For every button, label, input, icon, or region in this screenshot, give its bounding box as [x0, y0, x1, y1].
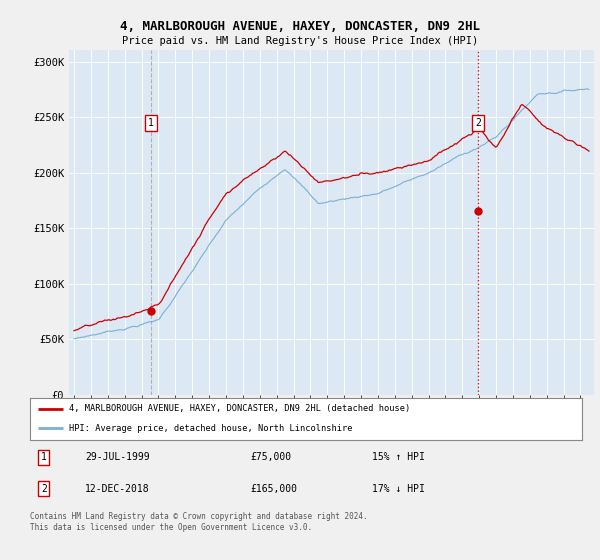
Text: 1: 1 — [41, 452, 47, 462]
Text: 17% ↓ HPI: 17% ↓ HPI — [372, 484, 425, 494]
Text: 4, MARLBOROUGH AVENUE, HAXEY, DONCASTER, DN9 2HL: 4, MARLBOROUGH AVENUE, HAXEY, DONCASTER,… — [120, 20, 480, 32]
Text: 12-DEC-2018: 12-DEC-2018 — [85, 484, 150, 494]
Text: £75,000: £75,000 — [251, 452, 292, 462]
Text: Price paid vs. HM Land Registry's House Price Index (HPI): Price paid vs. HM Land Registry's House … — [122, 36, 478, 46]
Text: 2: 2 — [41, 484, 47, 494]
Text: 4, MARLBOROUGH AVENUE, HAXEY, DONCASTER, DN9 2HL (detached house): 4, MARLBOROUGH AVENUE, HAXEY, DONCASTER,… — [68, 404, 410, 413]
Text: Contains HM Land Registry data © Crown copyright and database right 2024.
This d: Contains HM Land Registry data © Crown c… — [30, 512, 368, 532]
Text: £165,000: £165,000 — [251, 484, 298, 494]
Text: 1: 1 — [148, 118, 154, 128]
Text: 2: 2 — [475, 118, 481, 128]
Text: 29-JUL-1999: 29-JUL-1999 — [85, 452, 150, 462]
Text: 15% ↑ HPI: 15% ↑ HPI — [372, 452, 425, 462]
Text: HPI: Average price, detached house, North Lincolnshire: HPI: Average price, detached house, Nort… — [68, 424, 352, 433]
